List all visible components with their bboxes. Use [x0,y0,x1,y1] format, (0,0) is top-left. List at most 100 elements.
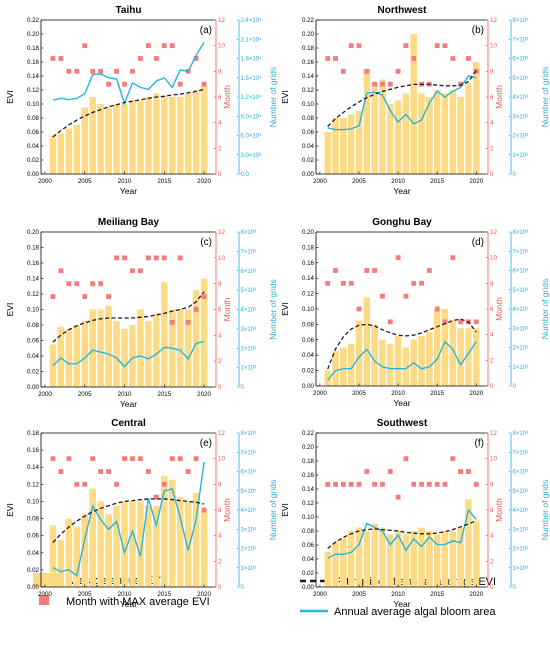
y3-axis-label: Number of grids [540,279,550,339]
y3-tick-label: 7×10³ [513,37,529,43]
y-tick-label: 0.20 [302,444,315,451]
y-axis-label: EVI [280,302,290,316]
y2-tick-label: 2 [218,558,222,565]
evi-bar [121,104,128,174]
evi-bar [457,328,464,386]
y3-tick-label: 1.8×10⁴ [241,56,263,63]
month-marker [138,268,143,274]
month-marker [98,281,104,287]
y-tick-label: 0.16 [27,447,40,454]
evi-bar [379,339,386,386]
y2-tick-label: 2 [218,358,222,365]
x-tick-label: 2005 [78,391,92,398]
evi-bar [371,524,378,587]
y-tick-label: 0.00 [27,384,40,391]
y2-tick-label: 2 [218,145,222,152]
month-marker [458,319,464,325]
y3-tick-label: 8×10³ [513,230,529,236]
month-marker [458,469,464,474]
y-tick-label: 0.04 [302,556,315,563]
month-marker [122,255,127,261]
x-axis-label: Year [393,186,410,196]
evi-bar [473,62,480,174]
month-marker [74,481,80,487]
evi-bar [153,93,160,174]
month-marker [325,280,331,286]
x-tick-label: 2000 [313,390,327,397]
evi-bar [433,309,441,386]
y-tick-label: 0.10 [27,101,40,108]
y2-tick-label: 4 [218,533,222,540]
y-tick-label: 0.06 [302,337,315,344]
y3-tick-label: 9.0×10³ [241,114,262,120]
evi-bar [363,531,371,587]
month-marker [74,281,80,287]
legend-area-label: Annual average algal bloom area [334,606,496,618]
y2-tick-label: 10 [218,43,225,50]
evi-bar [137,501,144,587]
x-tick-label: 2005 [78,591,92,598]
evi-bar [332,541,339,587]
evi-bar [200,510,208,587]
y2-tick-label: 0 [218,384,222,391]
evi-bar [129,325,136,387]
y-tick-label: 0.02 [302,157,315,164]
y2-tick-label: 4 [218,332,222,339]
y-axis-label: EVI [280,503,290,517]
x-tick-label: 2015 [430,390,444,397]
evi-bar [340,538,347,587]
panel-label: (a) [200,25,212,36]
bloom-area-line [327,340,477,381]
chart-title: Central [111,418,146,429]
month-marker [348,280,354,286]
y3-tick-label: 2×10³ [513,346,529,352]
chart-title: Southwest [377,418,428,429]
x-axis-label: Year [120,186,137,196]
x-tick-label: 2020 [469,390,483,397]
month-marker [185,469,191,474]
month-marker [66,456,72,462]
evi-bar [161,95,168,174]
y3-tick-label: 6×10³ [513,470,529,476]
evi-bar [332,118,339,174]
y-tick-label: 0.22 [302,430,315,437]
y2-tick-label: 6 [490,94,494,101]
y-tick-label: 0.08 [27,516,40,523]
month-marker [145,43,151,49]
evi-bar [184,309,192,387]
y3-tick-label: 3×10⁵ [241,526,258,533]
month-marker [364,68,370,74]
evi-bar [347,531,355,587]
month-marker [380,81,385,87]
evi-bar [184,501,192,587]
y2-tick-label: 12 [218,229,225,236]
month-marker [138,56,143,61]
evi-bar [145,97,152,174]
month-marker [395,494,401,500]
month-marker [395,255,401,261]
month-marker [434,481,440,487]
evi-bar [49,525,57,587]
x-tick-label: 2020 [469,178,483,185]
y3-tick-label: 4×10³ [513,508,529,514]
chart-panel-2: Northwest 0.00 0.02 0.04 0.06 0.08 0.10 0.12 0.1… [280,5,550,196]
y3-tick-label: 7×10³ [513,249,529,255]
month-marker [130,456,135,462]
x-tick-label: 2020 [197,178,211,185]
evi-bar [418,527,425,587]
y2-tick-label: 12 [490,430,497,437]
month-marker [82,481,88,487]
y-tick-label: 0.00 [27,171,40,178]
panel-label: (b) [472,25,484,36]
month-marker [442,43,448,49]
y-tick-label: 0.14 [27,73,40,80]
evi-bar [347,343,355,386]
chart-title: Gonghu Bay [372,217,432,228]
y2-tick-label: 10 [218,456,225,463]
evi-bar [89,488,96,587]
evi-bar [81,321,89,387]
y-axis-label: EVI [280,90,290,104]
y-tick-label: 0.12 [302,500,315,507]
y-tick-label: 0.14 [302,73,315,80]
y3-tick-label: 1×10³ [513,153,529,159]
